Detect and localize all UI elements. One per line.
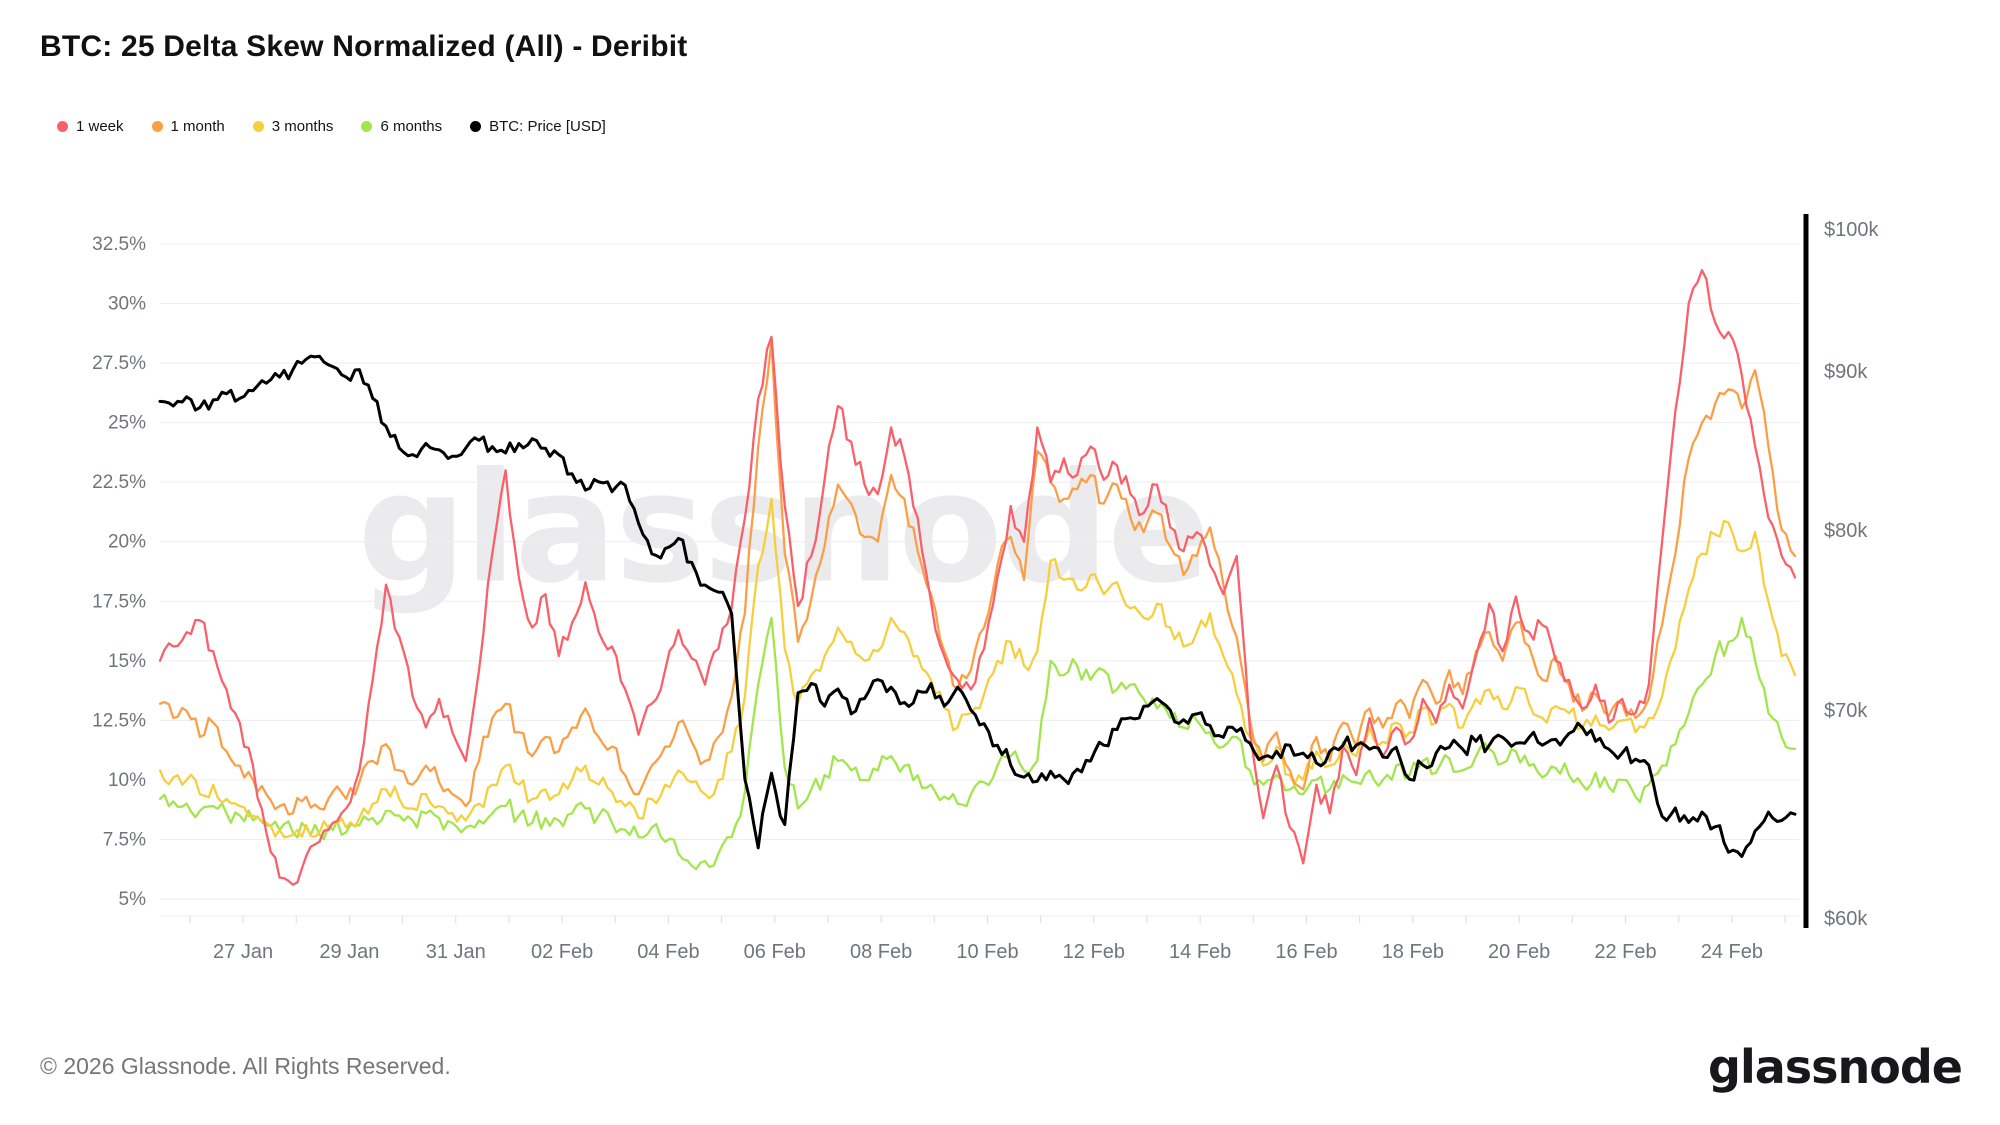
x-axis-tick-label: 18 Feb [1382, 941, 1444, 963]
legend-item-btc-price-usd-[interactable]: BTC: Price [USD] [470, 118, 606, 135]
x-axis-tick-label: 02 Feb [531, 941, 593, 963]
y-axis-tick-label-left: 12.5% [92, 710, 146, 731]
y-axis-tick-label-left: 15% [108, 651, 146, 672]
legend-item-1-month[interactable]: 1 month [151, 118, 225, 135]
legend-color-dot [151, 121, 163, 132]
x-axis-tick-label: 16 Feb [1275, 941, 1337, 963]
series-line-1-month [158, 340, 1797, 816]
glassnode-logo: glassnode [1708, 1040, 1963, 1094]
chart-legend: 1 week 1 month 3 months 6 months BTC: Price … [57, 118, 606, 135]
y-axis-tick-label-right: $90k [1824, 361, 1868, 383]
y-axis-tick-label-right: $80k [1824, 520, 1868, 542]
y-axis-tick-label-right: $100k [1824, 219, 1879, 241]
x-axis-tick-label: 22 Feb [1594, 941, 1656, 963]
x-axis-tick-label: 04 Feb [637, 941, 699, 963]
x-axis-tick-label: 08 Feb [850, 941, 912, 963]
legend-color-dot [252, 121, 264, 132]
legend-item-6-months[interactable]: 6 months [361, 118, 442, 135]
legend-color-dot [361, 121, 373, 132]
series-line-1-week [158, 269, 1797, 886]
y-axis-tick-label-right: $60k [1824, 908, 1868, 930]
x-axis-tick-label: 29 Jan [319, 941, 379, 963]
y-axis-tick-label-left: 30% [108, 294, 146, 315]
skew-price-chart-plot[interactable]: 32.5% 30% 27.5% 25% 22.5% 20% 17.5% 15% 12.5% 10%… [0, 0, 2000, 1010]
series-line-3-months [158, 497, 1797, 839]
x-axis-tick-label: 20 Feb [1488, 941, 1550, 963]
x-axis-tick-label: 10 Feb [956, 941, 1018, 963]
x-axis-tick-label: 27 Jan [213, 941, 273, 963]
x-axis-tick-label: 24 Feb [1701, 941, 1763, 963]
series-line-btc-price-usd- [158, 354, 1797, 858]
x-axis-tick-label: 14 Feb [1169, 941, 1231, 963]
x-axis-tick-label: 06 Feb [744, 941, 806, 963]
y-axis-tick-label-left: 22.5% [92, 472, 146, 493]
legend-item-1-week[interactable]: 1 week [57, 118, 124, 135]
x-axis-tick-label: 31 Jan [426, 941, 486, 963]
y-axis-tick-label-left: 20% [108, 532, 146, 553]
x-axis-tick-label: 12 Feb [1063, 941, 1125, 963]
legend-label: 1 week [76, 118, 124, 135]
copyright-text: © 2026 Glassnode. All Rights Reserved. [40, 1053, 451, 1079]
legend-label: BTC: Price [USD] [489, 118, 606, 135]
legend-label: 1 month [170, 118, 225, 135]
y-axis-tick-label-left: 5% [119, 889, 147, 910]
y-axis-tick-label-right: $70k [1824, 700, 1868, 722]
y-axis-tick-label-left: 17.5% [92, 591, 146, 612]
y-axis-tick-label-left: 32.5% [92, 234, 146, 255]
legend-label: 6 months [380, 118, 443, 135]
legend-label: 3 months [271, 118, 334, 135]
legend-color-dot [470, 121, 482, 132]
legend-color-dot [57, 121, 68, 132]
legend-item-3-months[interactable]: 3 months [252, 118, 334, 135]
y-axis-tick-label-left: 25% [108, 413, 146, 434]
y-axis-tick-label-left: 27.5% [92, 353, 146, 374]
page-title: BTC: 25 Delta Skew Normalized (All) - De… [40, 30, 688, 63]
series-line-6-months [158, 616, 1797, 871]
y-axis-tick-label-left: 7.5% [103, 829, 146, 850]
y-axis-tick-label-left: 10% [108, 770, 146, 791]
